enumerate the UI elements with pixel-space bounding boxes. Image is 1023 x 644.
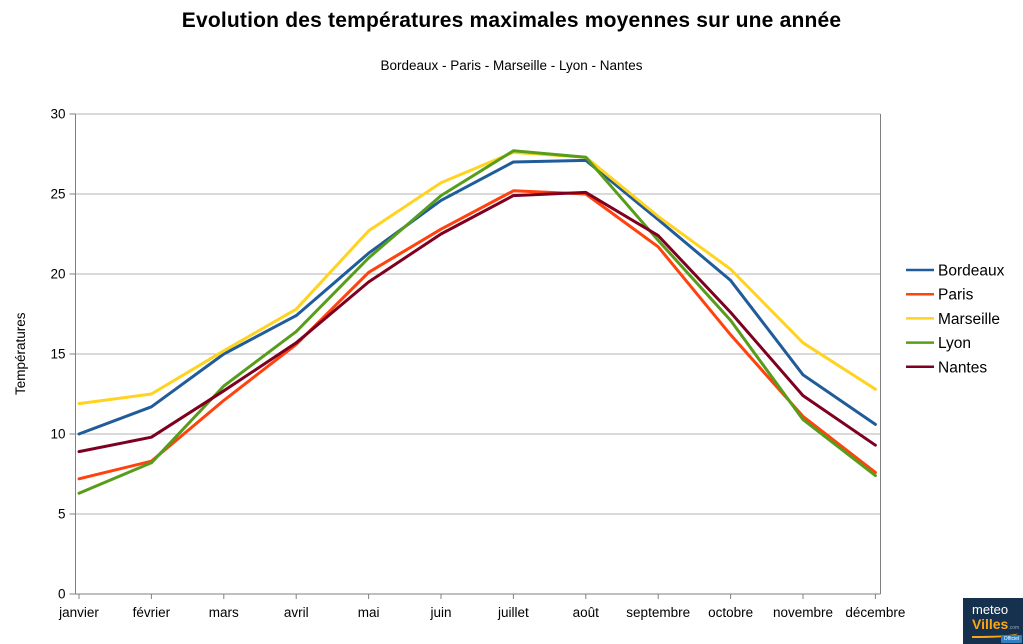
series-line-nantes (77, 190, 877, 454)
x-tick-label: avril (284, 605, 309, 620)
logo-text-row: Villes.com (963, 615, 1023, 634)
legend-label-nantes: Nantes (938, 359, 987, 376)
meteovilles-logo: meteo Villes.com Officiel (963, 598, 1023, 644)
logo-text-com: .com (1008, 624, 1020, 631)
y-tick-label: 5 (58, 507, 66, 522)
legend-label-paris: Paris (938, 287, 974, 304)
x-tick-label: juillet (497, 605, 529, 620)
logo-underline (972, 633, 1018, 639)
logo-badge-officiel: Officiel (1000, 635, 1022, 643)
y-tick-label: 0 (58, 587, 66, 602)
y-tick-label: 15 (50, 347, 65, 362)
x-tick-label: juin (429, 605, 451, 620)
x-tick-label: octobre (708, 605, 753, 620)
x-tick-label: décembre (845, 605, 905, 620)
y-tick-label: 30 (50, 107, 65, 122)
legend-label-lyon: Lyon (938, 335, 971, 352)
series-line-marseille (77, 150, 877, 406)
x-tick-label: novembre (773, 605, 833, 620)
chart-subtitle: Bordeaux - Paris - Marseille - Lyon - Na… (380, 58, 643, 73)
y-tick-label: 10 (50, 427, 65, 442)
legend-label-marseille: Marseille (938, 311, 1000, 328)
legend-label-bordeaux: Bordeaux (938, 263, 1005, 280)
logo-text-meteo: meteo (972, 602, 1009, 617)
x-tick-label: août (573, 605, 600, 620)
x-tick-label: février (133, 605, 171, 620)
y-tick-label: 20 (50, 267, 65, 282)
series-line-paris (77, 189, 877, 481)
logo-text-villes: Villes (972, 615, 1009, 632)
series-line-lyon (77, 149, 877, 495)
x-tick-label: mai (358, 605, 380, 620)
y-tick-label: 25 (50, 187, 65, 202)
x-tick-label: janvier (58, 605, 99, 620)
series-line-bordeaux (77, 158, 877, 436)
x-tick-label: septembre (626, 605, 690, 620)
chart-title: Evolution des températures maximales moy… (181, 9, 842, 32)
x-tick-label: mars (209, 605, 239, 620)
